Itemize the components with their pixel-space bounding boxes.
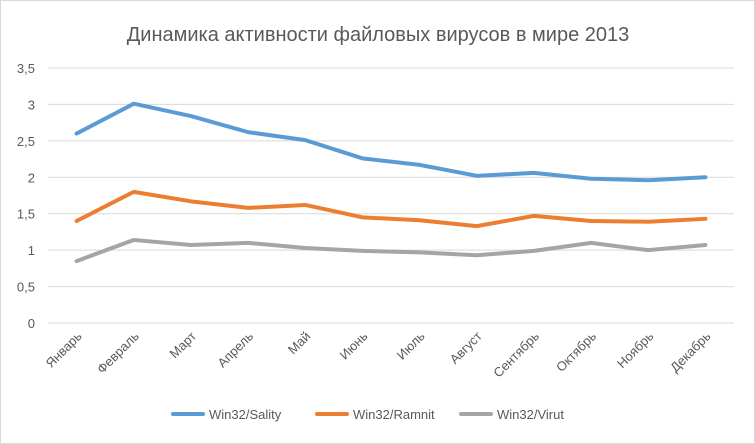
x-tick-label: Май xyxy=(285,329,314,358)
y-tick-label: 0,5 xyxy=(17,280,35,295)
x-tick-label: Декабрь xyxy=(667,328,714,375)
x-tick-label: Сентябрь xyxy=(490,328,542,380)
x-tick-label: Август xyxy=(447,328,485,366)
x-tick-label: Март xyxy=(166,328,199,361)
x-tick-label: Ноябрь xyxy=(614,328,657,371)
chart-title: Динамика активности файловых вирусов в м… xyxy=(127,24,630,46)
x-tick-label: Июнь xyxy=(337,328,371,362)
series-line-win32-sality xyxy=(74,101,708,183)
y-tick-label: 3,5 xyxy=(17,61,35,76)
x-tick-label: Октябрь xyxy=(553,328,599,374)
legend-item: Win32/Ramnit xyxy=(315,407,435,422)
y-tick-label: 1,5 xyxy=(17,207,35,222)
legend-label: Win32/Virut xyxy=(497,407,564,422)
legend-item: Win32/Virut xyxy=(459,407,564,422)
series-line-win32-virut xyxy=(74,237,708,264)
legend-label: Win32/Sality xyxy=(209,407,282,422)
y-tick-label: 2,5 xyxy=(17,134,35,149)
y-tick-label: 0 xyxy=(28,316,35,331)
series-line-win32-ramnit xyxy=(74,189,708,229)
y-tick-label: 2 xyxy=(28,170,35,185)
x-tick-label: Январь xyxy=(43,328,85,370)
x-tick-label: Июль xyxy=(394,328,428,362)
x-tick-label: Апрель xyxy=(214,328,256,370)
y-tick-label: 1 xyxy=(28,243,35,258)
legend-item: Win32/Sality xyxy=(171,407,282,422)
y-tick-label: 3 xyxy=(28,97,35,112)
x-tick-label: Февраль xyxy=(94,328,142,376)
legend-label: Win32/Ramnit xyxy=(353,407,435,422)
